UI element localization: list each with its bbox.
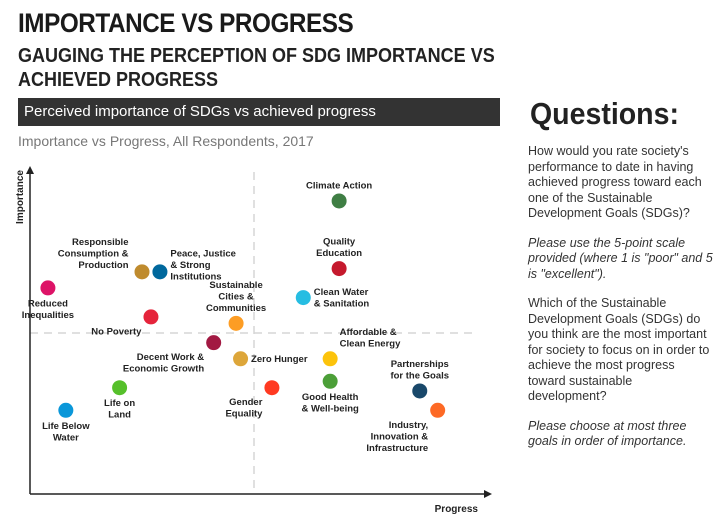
point-clean-water-sanitation xyxy=(295,290,311,306)
point-label-affordable-clean-energy: Affordable & Clean Energy xyxy=(340,327,401,350)
point-gender-equality xyxy=(264,380,280,396)
question-1: How would you rate society's performance… xyxy=(528,144,702,220)
page-subtitle: GAUGING THE PERCEPTION OF SDG IMPORTANCE… xyxy=(18,45,495,91)
point-reduced-inequalities xyxy=(40,280,56,296)
point-label-no-poverty: No Poverty xyxy=(91,326,142,337)
point-industry-innovation-infrastructure xyxy=(430,402,446,418)
chart-axes: Progress Importance xyxy=(15,166,492,515)
point-label-climate-action: Climate Action xyxy=(306,180,372,191)
point-label-sustainable-cities-communities: Sustainable Cities & Communities xyxy=(206,280,266,314)
point-label-life-below-water: Life Below Water xyxy=(42,421,90,444)
point-label-responsible-consumption-production: Responsible Consumption & Production xyxy=(58,237,129,271)
question-1-note: Please use the 5-point scale provided (w… xyxy=(528,235,713,281)
point-label-partnerships-for-the-goals: Partnerships for the Goals xyxy=(390,359,449,382)
y-axis-label: Importance xyxy=(15,170,26,224)
point-quality-education xyxy=(331,261,347,277)
x-axis-label: Progress xyxy=(435,504,479,515)
point-no-poverty xyxy=(143,309,159,325)
chart-points: Climate Action Quality Education Responsibl… xyxy=(22,180,449,453)
point-affordable-clean-energy xyxy=(322,351,338,367)
point-label-life-on-land: Life on Land xyxy=(104,398,135,421)
chart-title-bar: Perceived importance of SDGs vs achieved… xyxy=(18,98,500,126)
point-label-clean-water-sanitation: Clean Water & Sanitation xyxy=(314,287,370,310)
point-label-decent-work-economic-growth: Decent Work & Economic Growth xyxy=(123,352,204,375)
point-label-good-health-well-being: Good Health & Well-being xyxy=(301,392,359,415)
point-sustainable-cities-communities xyxy=(228,315,244,331)
point-good-health-well-being xyxy=(322,373,338,389)
point-life-below-water xyxy=(58,402,74,418)
point-life-on-land xyxy=(112,380,128,396)
point-label-zero-hunger: Zero Hunger xyxy=(251,354,308,365)
point-label-reduced-inequalities: Reduced Inequalities xyxy=(22,298,74,321)
questions-text: How would you rate society's performance… xyxy=(528,144,714,464)
point-decent-work-economic-growth xyxy=(206,335,222,351)
point-climate-action xyxy=(331,193,347,209)
chart-caption: Importance vs Progress, All Respondents,… xyxy=(18,133,314,149)
point-responsible-consumption-production xyxy=(134,264,150,280)
point-label-quality-education: Quality Education xyxy=(316,237,362,260)
question-2-note: Please choose at most three goals in ord… xyxy=(528,418,687,449)
point-partnerships-for-the-goals xyxy=(412,383,428,399)
page-title: IMPORTANCE VS PROGRESS xyxy=(18,8,354,38)
point-peace-justice-strong-institutions xyxy=(152,264,168,280)
questions-title: Questions: xyxy=(530,96,679,131)
point-label-industry-innovation-infrastructure: Industry, Innovation & Infrastructure xyxy=(366,420,428,454)
scatter-chart: Progress Importance Climate Action Quality… xyxy=(15,166,492,515)
question-2: Which of the Sustainable Development Goa… xyxy=(528,296,710,403)
point-label-gender-equality: Gender Equality xyxy=(225,397,263,420)
point-label-peace-justice-strong-institutions: Peace, Justice & Strong Institutions xyxy=(170,248,236,282)
point-zero-hunger xyxy=(233,351,249,367)
